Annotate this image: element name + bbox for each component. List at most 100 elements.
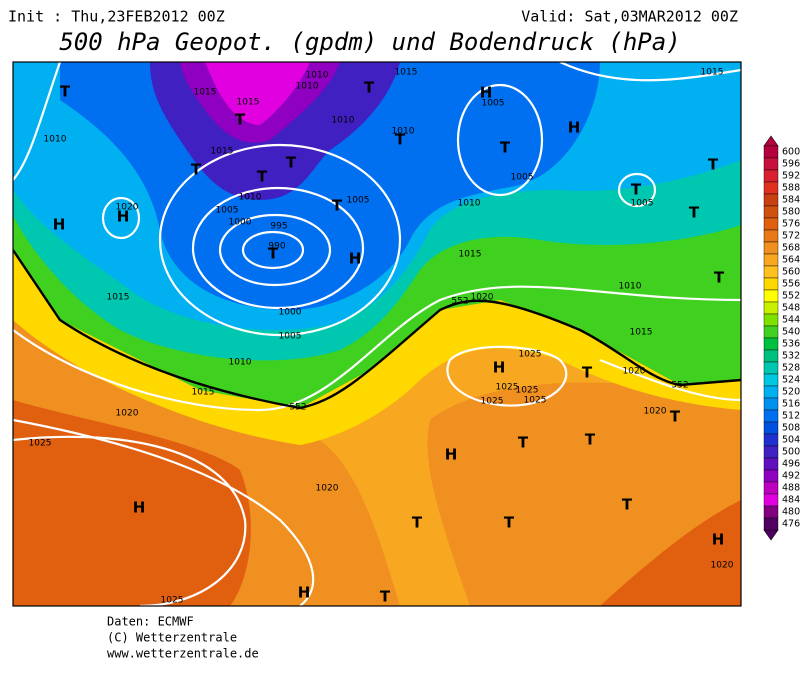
isobar-label: 552 <box>289 403 306 413</box>
pressure-system: T <box>235 111 246 129</box>
pressure-system: T <box>714 269 725 287</box>
colorbar-swatch <box>763 289 779 303</box>
footer-url: www.wetterzentrale.de <box>107 647 259 661</box>
colorbar-swatch <box>763 385 779 399</box>
colorbar-label: 492 <box>782 471 800 482</box>
colorbar-label: 544 <box>782 315 800 326</box>
pressure-system: H <box>568 119 581 137</box>
colorbar-swatch <box>763 373 779 387</box>
isobar-label: 1005 <box>347 196 370 206</box>
isobar-label: 1020 <box>644 407 667 417</box>
pressure-system: T <box>582 364 593 382</box>
pressure-system: T <box>412 514 423 532</box>
isobar-label: 1005 <box>511 173 534 183</box>
isobar-label: 1010 <box>229 358 252 368</box>
colorbar-label: 524 <box>782 375 800 386</box>
colorbar-swatch <box>763 181 779 195</box>
isobar-label: 1020 <box>316 484 339 494</box>
field-yellow <box>13 250 741 445</box>
pressure-system: T <box>585 431 596 449</box>
isobar-label: 1005 <box>631 199 654 209</box>
isobar-label: 1025 <box>161 596 184 606</box>
colorbar-swatch <box>763 457 779 471</box>
colorbar-swatch <box>763 517 779 531</box>
colorbar-swatch <box>763 481 779 495</box>
colorbar-label: 480 <box>782 507 800 518</box>
colorbar-label: 580 <box>782 207 800 218</box>
isobar-label: 552 <box>451 297 468 307</box>
pressure-system: T <box>689 204 700 222</box>
isobar-label: 1015 <box>459 250 482 260</box>
isobar-label: 995 <box>270 222 287 232</box>
pressure-system: T <box>191 161 202 179</box>
field-magenta <box>205 62 310 125</box>
pressure-system: T <box>504 514 515 532</box>
pressure-system: T <box>60 83 71 101</box>
colorbar-label: 600 <box>782 147 800 158</box>
isobar-label: 1000 <box>229 218 252 228</box>
colorbar-swatch <box>763 169 779 183</box>
map-title: 500 hPa Geopot. (gpdm) und Bodendruck (h… <box>59 28 680 56</box>
colorbar-label: 536 <box>782 339 800 350</box>
isobar-label: 1015 <box>211 147 234 157</box>
isobar-label: 1005 <box>216 206 239 216</box>
colorbar-swatch <box>763 301 779 315</box>
colorbar-label: 532 <box>782 351 800 362</box>
colorbar-label: 588 <box>782 183 800 194</box>
isobar-label: 1025 <box>496 383 519 393</box>
field-red-se <box>600 500 741 606</box>
footer-copyright: (C) Wetterzentrale <box>107 631 237 645</box>
pressure-system: T <box>631 181 642 199</box>
colorbar-label: 592 <box>782 171 800 182</box>
isobar-label: 1000 <box>279 308 302 318</box>
colorbar-swatch <box>763 193 779 207</box>
colorbar-label: 520 <box>782 387 800 398</box>
pressure-system: T <box>670 408 681 426</box>
pressure-system: H <box>133 499 146 517</box>
colorbar-label: 572 <box>782 231 800 242</box>
colorbar-swatch <box>763 505 779 519</box>
isobar-label: 552 <box>671 381 688 391</box>
colorbar-swatch <box>763 265 779 279</box>
isobar-label: 1010 <box>44 135 67 145</box>
pressure-system: T <box>708 156 719 174</box>
colorbar-swatch <box>763 205 779 219</box>
isobar-label: 1020 <box>711 561 734 571</box>
colorbar-label: 564 <box>782 255 800 266</box>
colorbar-label: 552 <box>782 291 800 302</box>
pressure-system: T <box>500 139 511 157</box>
footer-source: Daten: ECMWF <box>107 615 194 629</box>
colorbar: 6005965925885845805765725685645605565525… <box>763 135 800 541</box>
colorbar-label: 584 <box>782 195 800 206</box>
isobar-label: 1005 <box>482 99 505 109</box>
pressure-system: T <box>268 245 279 263</box>
isobar-label: 1010 <box>458 199 481 209</box>
colorbar-swatch <box>763 229 779 243</box>
isobar-label: 1010 <box>296 82 319 92</box>
colorbar-swatch <box>763 469 779 483</box>
colorbar-swatch <box>763 277 779 291</box>
colorbar-label: 476 <box>782 519 800 530</box>
isobar-label: 1020 <box>116 203 139 213</box>
colorbar-label: 500 <box>782 447 800 458</box>
colorbar-swatch <box>763 397 779 411</box>
isobar-label: 1015 <box>237 98 260 108</box>
pressure-system: H <box>493 359 506 377</box>
colorbar-swatch <box>763 361 779 375</box>
pressure-system: T <box>364 79 375 97</box>
colorbar-swatch <box>763 337 779 351</box>
isobar-label: 1020 <box>471 293 494 303</box>
isobar-label: 1005 <box>279 332 302 342</box>
colorbar-swatch <box>763 493 779 507</box>
colorbar-label: 556 <box>782 279 800 290</box>
colorbar-label: 512 <box>782 411 800 422</box>
isobar-label: 1025 <box>481 397 504 407</box>
isobar-label: 1015 <box>192 388 215 398</box>
pressure-system: H <box>298 584 311 602</box>
colorbar-swatch <box>763 433 779 447</box>
isobar-label: 1025 <box>524 396 547 406</box>
isobar-label: 1020 <box>623 367 646 377</box>
